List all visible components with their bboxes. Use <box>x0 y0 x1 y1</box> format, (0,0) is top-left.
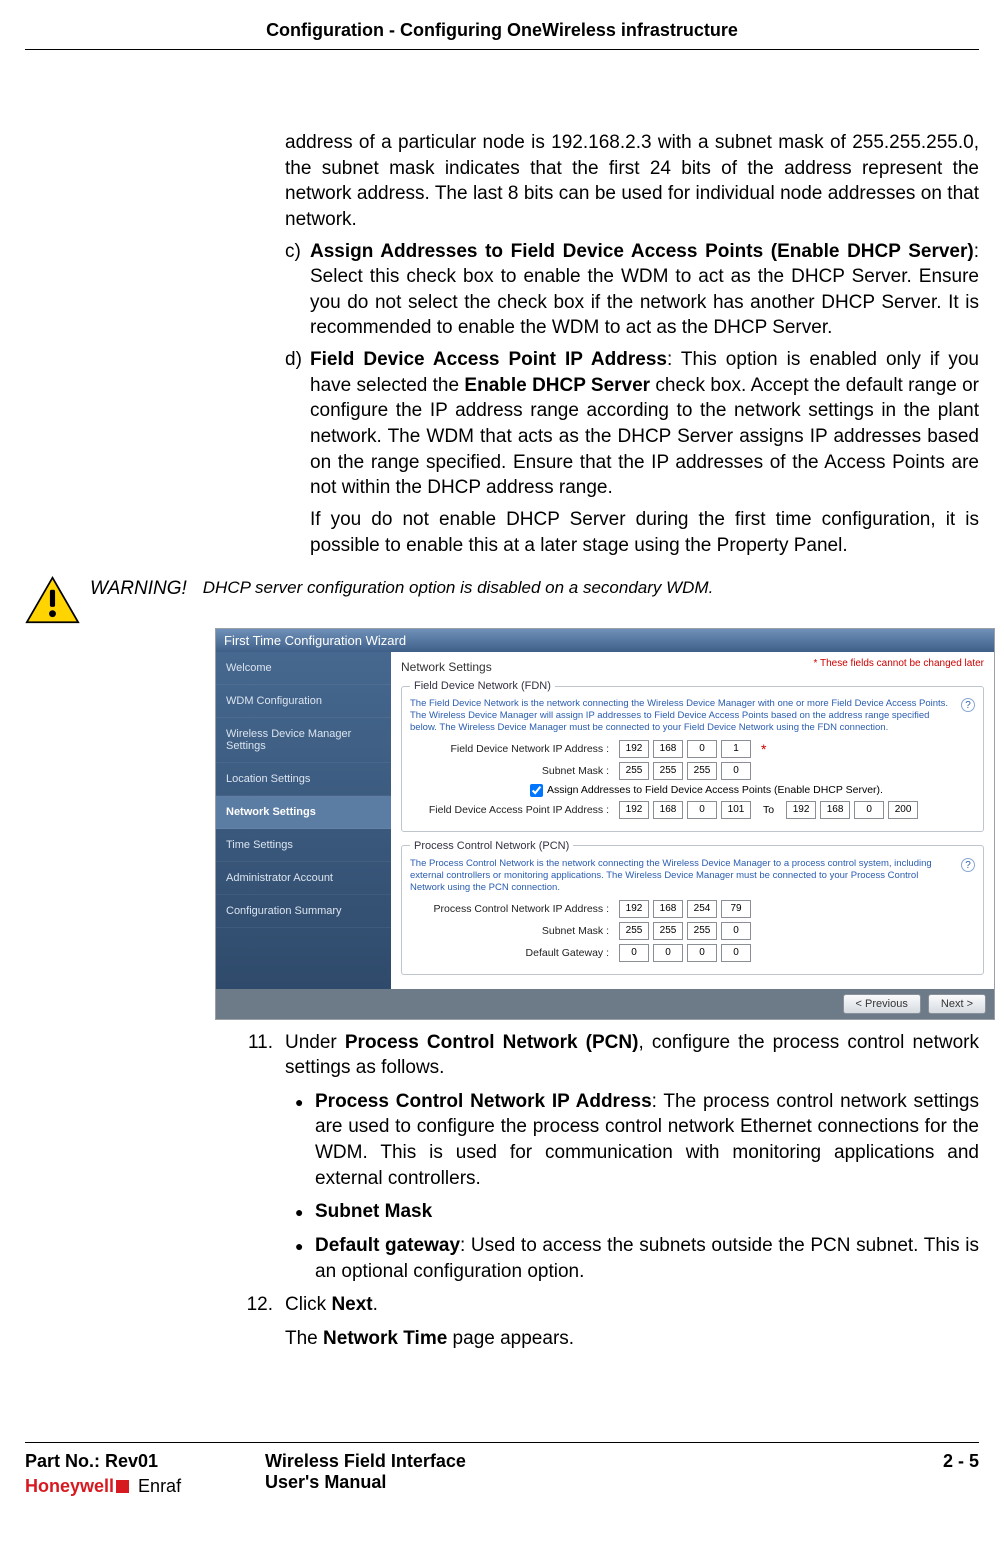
sidebar-item-wdm-config[interactable]: WDM Configuration <box>216 685 391 718</box>
item-d-lead2: Enable DHCP Server <box>464 375 650 396</box>
fdap-from-3[interactable] <box>687 801 717 819</box>
pcn-ip-1[interactable] <box>619 900 649 918</box>
item-d-text: Field Device Access Point IP Address: Th… <box>310 347 979 501</box>
step-11-number: 11. <box>240 1030 285 1081</box>
pcn-gw-2[interactable] <box>653 944 683 962</box>
sidebar-item-welcome[interactable]: Welcome <box>216 652 391 685</box>
item-c-text: Assign Addresses to Field Device Access … <box>310 239 979 342</box>
bullet-default-gateway: Default gateway: Used to access the subn… <box>315 1233 979 1284</box>
required-fields-note: * These fields cannot be changed later <box>813 658 984 669</box>
fdn-ip-4[interactable] <box>721 740 751 758</box>
fdn-ip-3[interactable] <box>687 740 717 758</box>
wizard-window: First Time Configuration Wizard Welcome … <box>215 628 995 1019</box>
fdap-from-1[interactable] <box>619 801 649 819</box>
pcn-gw-3[interactable] <box>687 944 717 962</box>
fdn-mask-label: Subnet Mask : <box>410 765 615 777</box>
list-marker-c: c) <box>285 239 310 342</box>
sidebar-item-location[interactable]: Location Settings <box>216 763 391 796</box>
pcn-legend: Process Control Network (PCN) <box>410 840 573 852</box>
fdap-to-2[interactable] <box>820 801 850 819</box>
warning-icon <box>25 576 80 624</box>
fdn-mask-3[interactable] <box>687 762 717 780</box>
step-11-text: Under Process Control Network (PCN), con… <box>285 1030 979 1081</box>
pcn-ip-3[interactable] <box>687 900 717 918</box>
pcn-gw-1[interactable] <box>619 944 649 962</box>
list-marker-d: d) <box>285 347 310 501</box>
required-star: * <box>761 741 766 757</box>
fdn-mask-1[interactable] <box>619 762 649 780</box>
warning-label: WARNING! <box>90 576 187 600</box>
fdn-ip-label: Field Device Network IP Address : <box>410 743 615 755</box>
doc-title-1: Wireless Field Interface <box>265 1451 899 1472</box>
page-header: Configuration - Configuring OneWireless … <box>25 20 979 50</box>
step-12-text: Click Next. <box>285 1292 979 1318</box>
wizard-footer: < Previous Next > <box>216 989 994 1019</box>
sidebar-item-admin[interactable]: Administrator Account <box>216 862 391 895</box>
pcn-fieldset: Process Control Network (PCN) ? The Proc… <box>401 840 984 975</box>
pcn-description: The Process Control Network is the netwo… <box>410 858 975 894</box>
pcn-mask-1[interactable] <box>619 922 649 940</box>
item-d-note: If you do not enable DHCP Server during … <box>310 507 979 558</box>
fdap-to-1[interactable] <box>786 801 816 819</box>
fdap-to-4[interactable] <box>888 801 918 819</box>
enraf-logo-text <box>131 1476 136 1497</box>
fdn-description: The Field Device Network is the network … <box>410 698 975 734</box>
page-number: 2 - 5 <box>899 1451 979 1472</box>
fdn-mask-2[interactable] <box>653 762 683 780</box>
range-to-label: To <box>763 804 774 816</box>
honeywell-logo-icon <box>116 1480 129 1493</box>
pcn-gw-4[interactable] <box>721 944 751 962</box>
bullet-icon: ● <box>295 1199 315 1225</box>
bullet-icon: ● <box>295 1089 315 1192</box>
pcn-mask-label: Subnet Mask : <box>410 925 615 937</box>
item-d-lead: Field Device Access Point IP Address <box>310 349 667 370</box>
step-12-number: 12. <box>240 1292 285 1318</box>
intro-paragraph: address of a particular node is 192.168.… <box>285 130 979 233</box>
pcn-mask-4[interactable] <box>721 922 751 940</box>
help-icon[interactable]: ? <box>961 858 975 872</box>
fdn-fieldset: Field Device Network (FDN) ? The Field D… <box>401 680 984 832</box>
pcn-ip-label: Process Control Network IP Address : <box>410 903 615 915</box>
fdap-from-4[interactable] <box>721 801 751 819</box>
next-button[interactable]: Next > <box>928 994 986 1014</box>
pcn-ip-4[interactable] <box>721 900 751 918</box>
fdap-from-2[interactable] <box>653 801 683 819</box>
doc-title-2: User's Manual <box>265 1472 899 1493</box>
bullet-pcn-ip: Process Control Network IP Address: The … <box>315 1089 979 1192</box>
bullet-icon: ● <box>295 1233 315 1284</box>
fdn-legend: Field Device Network (FDN) <box>410 680 555 692</box>
fdap-ip-label: Field Device Access Point IP Address : <box>410 804 615 816</box>
wizard-sidebar: Welcome WDM Configuration Wireless Devic… <box>216 652 391 988</box>
honeywell-logo-text: Honeywell <box>25 1476 114 1497</box>
enable-dhcp-checkbox[interactable] <box>530 784 543 797</box>
item-c-lead: Assign Addresses to Field Device Access … <box>310 241 974 262</box>
warning-text: DHCP server configuration option is disa… <box>203 576 979 598</box>
pcn-mask-2[interactable] <box>653 922 683 940</box>
pcn-ip-2[interactable] <box>653 900 683 918</box>
fdap-to-3[interactable] <box>854 801 884 819</box>
brand-logo: Honeywell Enraf <box>25 1476 265 1497</box>
pcn-mask-3[interactable] <box>687 922 717 940</box>
bullet-subnet-mask: Subnet Mask <box>315 1199 979 1225</box>
wizard-titlebar: First Time Configuration Wizard <box>216 629 994 652</box>
part-number: Part No.: Rev01 <box>25 1451 265 1472</box>
pcn-gw-label: Default Gateway : <box>410 947 615 959</box>
sidebar-item-time[interactable]: Time Settings <box>216 829 391 862</box>
fdn-ip-2[interactable] <box>653 740 683 758</box>
fdn-mask-4[interactable] <box>721 762 751 780</box>
fdn-ip-1[interactable] <box>619 740 649 758</box>
sidebar-item-summary[interactable]: Configuration Summary <box>216 895 391 928</box>
enable-dhcp-label: Assign Addresses to Field Device Access … <box>547 784 883 796</box>
sidebar-item-network[interactable]: Network Settings <box>216 796 391 829</box>
previous-button[interactable]: < Previous <box>843 994 921 1014</box>
step-12-result: The Network Time page appears. <box>285 1326 979 1352</box>
sidebar-item-wdm-settings[interactable]: Wireless Device Manager Settings <box>216 718 391 763</box>
